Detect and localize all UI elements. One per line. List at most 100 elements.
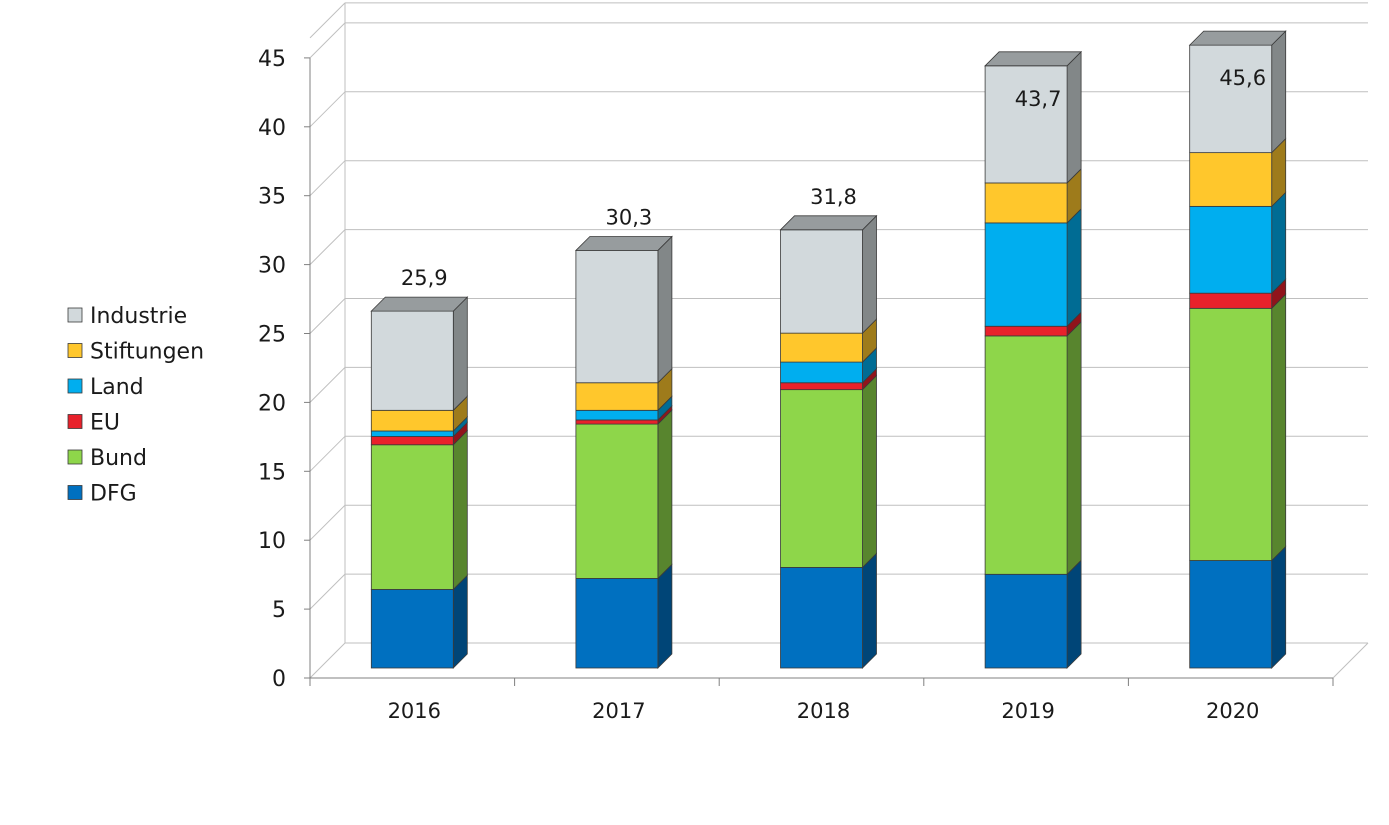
y-tick-label: 25 (258, 323, 286, 348)
bar-side-land (1066, 207, 1082, 328)
y-axis-ticks: 0 5 10 15 20 25 30 35 40 45 (258, 47, 310, 692)
legend-swatch-dfg (67, 485, 83, 500)
bar-segment-dfg (370, 589, 454, 669)
gridline-side (309, 229, 346, 265)
legend-swatch-eu (67, 414, 83, 429)
floor-left-edge (309, 642, 346, 679)
y-tick-label: 0 (272, 667, 286, 692)
x-tick-label: 2017 (592, 699, 645, 723)
bar-segment-industrie (984, 65, 1068, 184)
gridline-side (309, 160, 346, 197)
bar-top-face (779, 215, 878, 231)
side-wall-top-edge (309, 2, 346, 39)
y-tick-label: 35 (258, 185, 286, 210)
bar-segment-stiftungen (1189, 152, 1273, 207)
bar-side-dfg (1271, 545, 1287, 669)
legend-swatch-land (67, 378, 83, 394)
x-tick-label: 2020 (1206, 699, 1259, 723)
total-label: 45,6 (1219, 66, 1266, 90)
gridline-side (309, 298, 346, 334)
bar-side-dfg (657, 563, 673, 669)
x-axis-ticks: 2016 2017 2018 2019 2020 (309, 678, 1334, 723)
bar-side-dfg (452, 574, 468, 669)
bar-segment-land (984, 222, 1068, 327)
total-label: 30,3 (606, 205, 653, 229)
total-label: 25,9 (401, 266, 448, 290)
legend-swatch-industrie (67, 307, 83, 323)
bar-segment-eu (370, 436, 454, 446)
bar-top-face (1188, 30, 1287, 46)
total-label: 43,7 (1015, 87, 1062, 111)
bar-top-face (984, 51, 1083, 67)
bar-side-bund (1066, 320, 1082, 576)
gridline-side (309, 367, 346, 403)
y-tick-label: 20 (258, 391, 286, 416)
bar-segment-land (1189, 205, 1273, 294)
bar-segment-bund (1189, 307, 1273, 561)
bar-segment-dfg (780, 567, 863, 669)
bar-side-land (1271, 191, 1287, 295)
axes (309, 57, 1333, 679)
bar-segment-stiftungen (984, 182, 1068, 224)
y-tick-label: 30 (258, 254, 286, 279)
bar-side-dfg (862, 552, 877, 669)
bar-side-industrie (862, 214, 877, 335)
legend-label-stiftungen: Stiftungen (90, 340, 204, 365)
legend-label-dfg: DFG (90, 482, 137, 507)
floor-right-edge (1332, 642, 1369, 679)
legend-label-eu: EU (90, 411, 120, 436)
gridline-side (309, 91, 346, 128)
bar-segment-industrie (780, 229, 863, 334)
legend-swatch-stiftungen (67, 343, 83, 358)
bar-segment-industrie (370, 310, 454, 411)
y-tick-label: 40 (258, 116, 286, 141)
bar-segment-stiftungen (370, 409, 454, 432)
y-tick-label: 5 (272, 598, 286, 623)
bar-segment-land (780, 361, 863, 384)
bar-side-bund (862, 374, 877, 569)
total-labels: 25,9 30,3 31,8 43,7 45,6 (401, 66, 1266, 290)
gridline-side (309, 435, 346, 472)
bar-segment-stiftungen (780, 332, 863, 363)
x-tick-label: 2016 (388, 699, 441, 723)
bar-segment-bund (984, 335, 1068, 575)
total-label: 31,8 (810, 185, 857, 209)
bar-side-industrie (657, 235, 673, 384)
bar-side-industrie (452, 296, 468, 412)
y-tick-label: 45 (258, 47, 286, 72)
bar-side-bund (452, 429, 468, 591)
bar-segment-dfg (1189, 560, 1273, 669)
bar-segment-industrie (575, 250, 659, 384)
bar-segment-eu (1189, 292, 1273, 309)
x-tick-label: 2018 (797, 699, 850, 723)
bar-segment-bund (575, 423, 659, 579)
gridline-side (309, 22, 346, 59)
bar-top-face (574, 236, 673, 251)
bar-segment-bund (370, 444, 454, 590)
bar-side-industrie (1271, 30, 1287, 154)
bar-side-bund (657, 409, 673, 580)
bar-segment-dfg (575, 578, 659, 669)
bar-segment-eu (575, 419, 659, 425)
legend-swatch-bund (67, 449, 83, 465)
x-tick-label: 2019 (1001, 699, 1054, 723)
bar-segment-stiftungen (575, 382, 659, 411)
bar-segment-bund (780, 389, 863, 568)
bar-segment-eu (780, 382, 863, 391)
legend-label-land: Land (90, 375, 144, 400)
bar-side-bund (1271, 293, 1287, 562)
bar-side-industrie (1066, 50, 1082, 184)
gridline-side (309, 504, 346, 541)
legend-label-bund: Bund (90, 446, 147, 471)
y-tick-label: 15 (258, 460, 286, 485)
bar-top-face (370, 296, 469, 312)
legend-label-industrie: Industrie (90, 304, 187, 329)
bar-segment-land (370, 430, 454, 437)
bar-segment-dfg (984, 573, 1068, 669)
y-tick-label: 10 (258, 529, 286, 554)
bar-segment-land (575, 409, 659, 421)
bars (370, 30, 1287, 669)
gridline-side (309, 573, 346, 610)
